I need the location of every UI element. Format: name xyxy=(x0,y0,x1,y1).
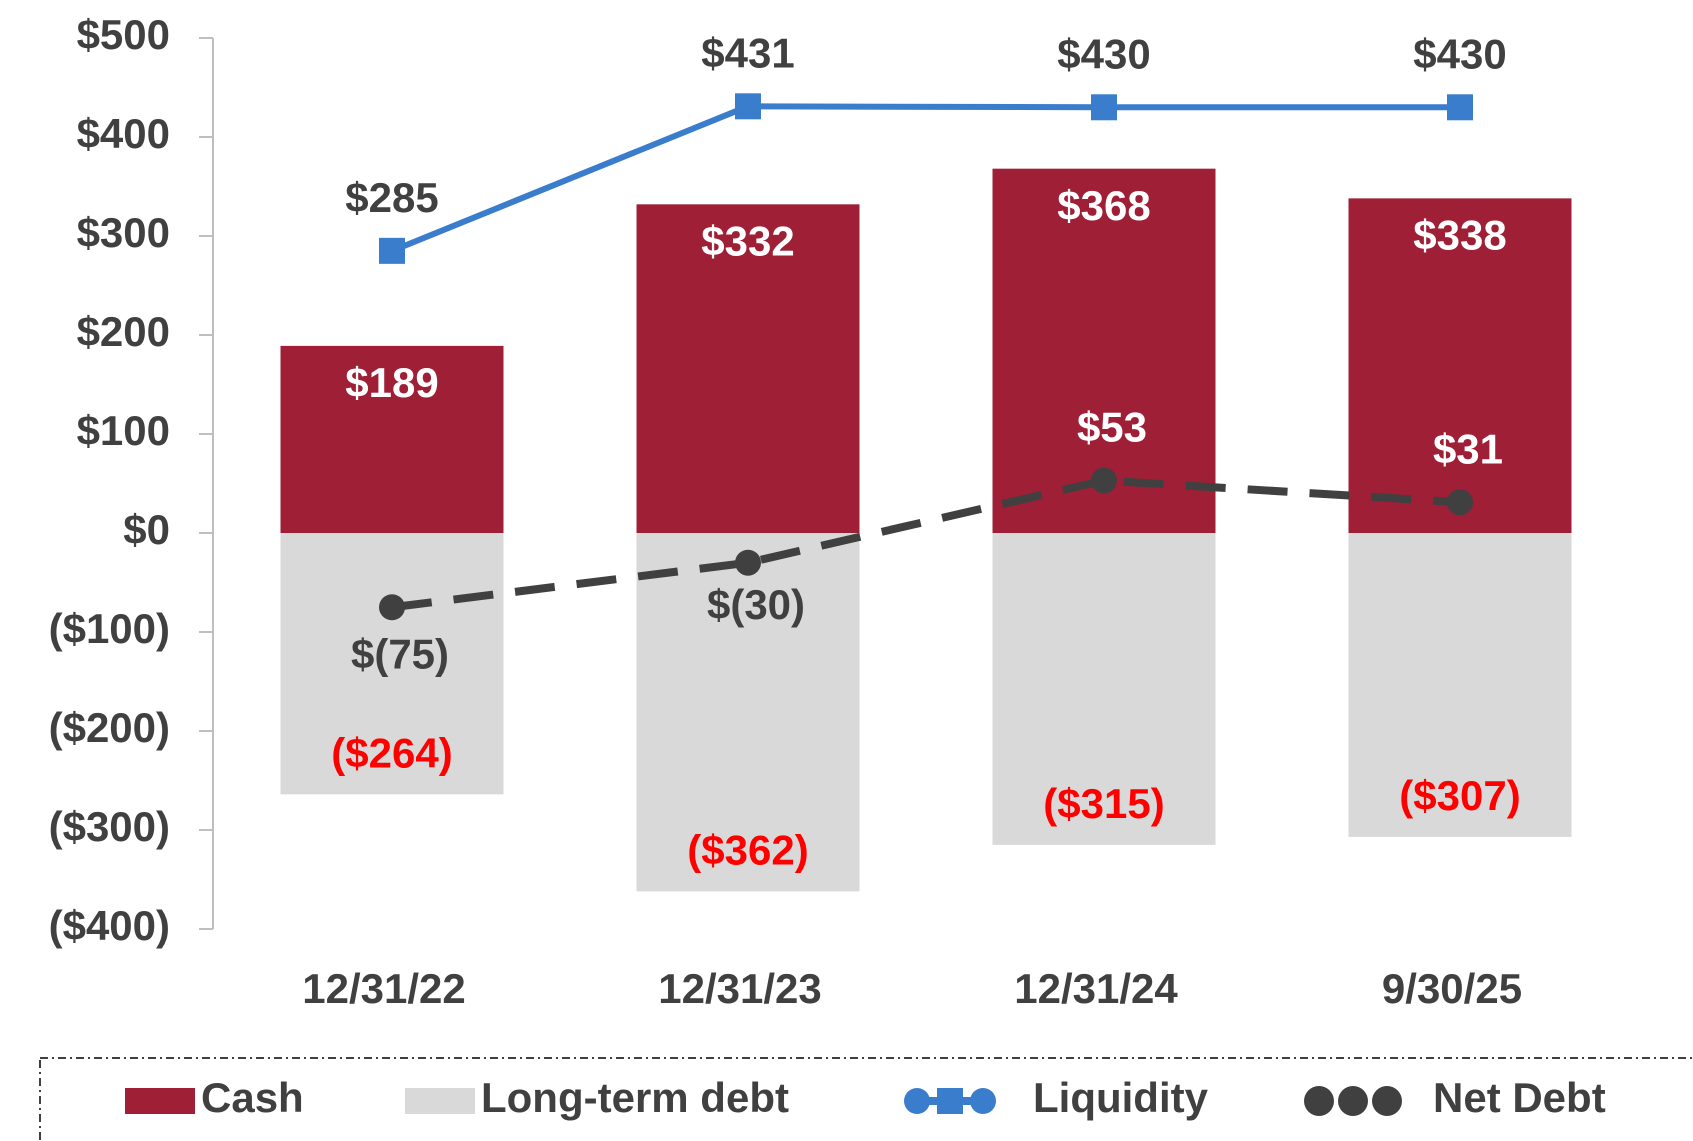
bar xyxy=(992,533,1216,845)
y-tick-label: $200 xyxy=(77,308,170,355)
y-tick-label: ($200) xyxy=(49,704,170,751)
data-label: $189 xyxy=(345,359,438,406)
marker xyxy=(1447,94,1473,121)
legend-swatch xyxy=(405,1088,475,1114)
legend-swatch xyxy=(970,1088,996,1114)
data-label: $285 xyxy=(345,174,438,221)
data-label: $332 xyxy=(701,217,794,264)
marker xyxy=(379,237,405,264)
line xyxy=(390,103,1460,254)
marker xyxy=(379,594,405,621)
legend-label: Liquidity xyxy=(1033,1074,1209,1121)
x-tick-label: 12/31/24 xyxy=(1014,965,1178,1012)
legend-swatch xyxy=(904,1088,930,1114)
y-tick-label: ($100) xyxy=(49,605,170,652)
legend-swatch xyxy=(1372,1086,1402,1116)
marker xyxy=(1091,467,1117,494)
marker xyxy=(1091,94,1117,121)
y-tick-label: ($400) xyxy=(49,902,170,949)
legend-box xyxy=(39,1057,1693,1141)
y-tick-label: $300 xyxy=(77,209,170,256)
bar xyxy=(636,533,860,892)
y-tick-label: $500 xyxy=(77,11,170,58)
legend-swatch xyxy=(937,1088,963,1114)
x-tick-label: 12/31/23 xyxy=(658,965,822,1012)
data-label: ($362) xyxy=(687,826,808,873)
y-tick-label: $400 xyxy=(77,110,170,157)
legend-label: Cash xyxy=(201,1074,304,1121)
legend-swatch xyxy=(125,1088,195,1114)
y-tick-label: $100 xyxy=(77,407,170,454)
bar xyxy=(1348,198,1572,533)
data-label: $(75) xyxy=(351,630,449,677)
legend-label: Net Debt xyxy=(1433,1074,1606,1121)
bar xyxy=(636,204,860,533)
legend-swatch xyxy=(1304,1086,1334,1116)
bar xyxy=(280,345,504,533)
data-label: $(30) xyxy=(707,581,805,628)
data-label: $53 xyxy=(1077,404,1147,451)
data-label: $430 xyxy=(1057,30,1150,77)
data-label: ($264) xyxy=(331,729,452,776)
data-label: ($307) xyxy=(1399,772,1520,819)
marker xyxy=(735,93,761,120)
bar xyxy=(1348,533,1572,837)
marker xyxy=(1447,489,1473,516)
data-label: $368 xyxy=(1057,182,1150,229)
y-tick-label: $0 xyxy=(123,506,170,553)
marker xyxy=(735,549,761,576)
legend-label: Long-term debt xyxy=(481,1074,789,1121)
line xyxy=(391,476,1461,612)
data-label: $31 xyxy=(1433,425,1503,472)
x-tick-label: 9/30/25 xyxy=(1382,965,1522,1012)
data-label: $430 xyxy=(1413,30,1506,77)
x-tick-label: 12/31/22 xyxy=(302,965,466,1012)
data-label: $431 xyxy=(701,29,794,76)
bar xyxy=(280,533,504,795)
data-label: $338 xyxy=(1413,211,1506,258)
legend-swatch xyxy=(1338,1086,1368,1116)
y-tick-label: ($300) xyxy=(49,803,170,850)
data-label: ($315) xyxy=(1043,780,1164,827)
